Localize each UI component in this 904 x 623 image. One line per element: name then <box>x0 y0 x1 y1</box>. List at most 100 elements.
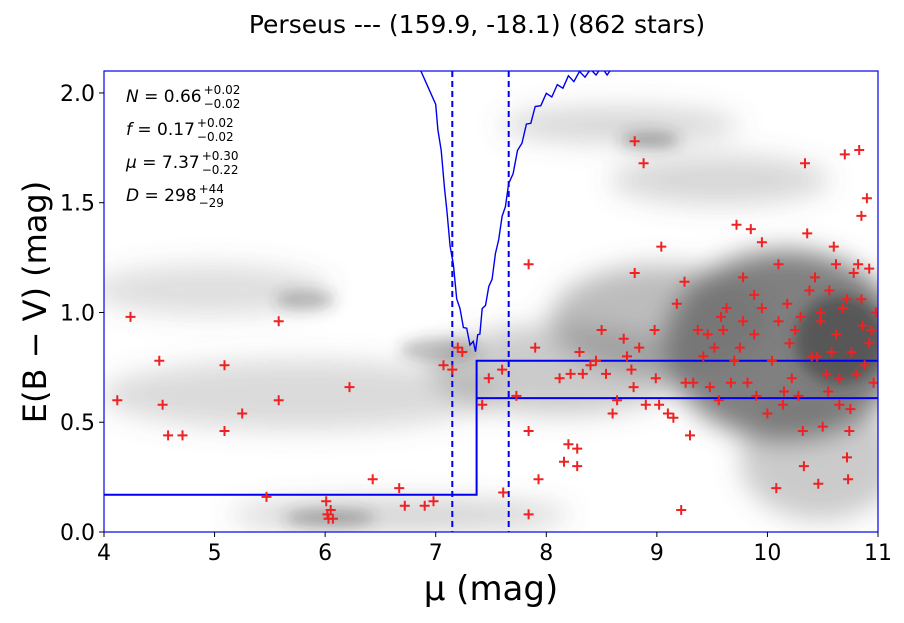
star-point <box>817 421 828 432</box>
star-point <box>654 399 665 410</box>
chart-title: Perseus --- (159.9, -18.1) (862 stars) <box>249 10 705 39</box>
star-point <box>344 382 355 393</box>
annotation-lower: −0.02 <box>204 97 241 111</box>
star-point <box>523 509 534 520</box>
star-point <box>718 325 729 335</box>
star-point <box>842 294 852 305</box>
star-point <box>861 193 872 204</box>
star-point <box>749 289 760 300</box>
star-point <box>662 408 673 419</box>
star-point <box>650 373 661 384</box>
star-point <box>698 351 709 362</box>
star-point <box>668 412 679 423</box>
star-point <box>716 311 726 322</box>
star-point <box>823 386 834 397</box>
star-point <box>563 439 574 450</box>
star-point <box>419 500 430 511</box>
star-point <box>574 347 585 357</box>
star-point <box>261 491 272 502</box>
star-point <box>498 487 509 498</box>
star-point <box>749 329 760 340</box>
plot-area <box>103 70 879 533</box>
star-point <box>729 355 740 366</box>
star-point <box>834 399 845 410</box>
star-point <box>798 461 809 472</box>
star-point <box>734 342 745 353</box>
star-point <box>742 377 753 388</box>
star-point <box>618 333 629 344</box>
star-point <box>713 395 724 406</box>
y-axis-label: E(B − V) (mag) <box>16 181 54 423</box>
star-point <box>154 355 165 366</box>
star-point <box>864 338 875 349</box>
star-point <box>844 426 855 436</box>
star-point <box>559 456 569 467</box>
star-point <box>845 404 856 415</box>
star-point <box>831 329 841 340</box>
star-point <box>367 474 378 485</box>
star-point <box>607 408 618 419</box>
star-point <box>800 158 810 169</box>
star-point <box>447 364 458 375</box>
star-point <box>813 478 824 489</box>
star-point <box>738 316 749 327</box>
annotation-value: μ = 7.37 <box>125 153 200 173</box>
star-point <box>784 338 795 349</box>
star-point <box>826 347 837 357</box>
star-point <box>725 377 736 388</box>
star-point <box>565 368 576 379</box>
fit-annotations: N = 0.66 +0.02−0.02f = 0.17 +0.02−0.02μ = … <box>125 83 240 210</box>
star-point <box>554 373 565 384</box>
star-point <box>219 360 230 371</box>
star-point <box>702 329 713 340</box>
annotation-3: μ = 7.37 +0.30−0.22 <box>125 149 239 177</box>
star-point <box>870 307 878 318</box>
star-point <box>629 136 640 147</box>
star-point <box>738 272 749 283</box>
star-point <box>477 399 488 410</box>
annotation-lower: −0.22 <box>202 163 239 177</box>
star-point <box>112 395 123 406</box>
star-point <box>671 298 682 309</box>
star-point <box>273 395 284 406</box>
star-point <box>638 158 649 169</box>
star-point <box>828 241 839 252</box>
star-point <box>751 390 762 401</box>
y-tick-label: 1.0 <box>60 301 95 326</box>
star-point <box>676 505 687 515</box>
star-point <box>795 311 806 322</box>
star-point <box>457 347 468 357</box>
star-point <box>622 351 632 362</box>
annotation-upper: +0.02 <box>204 83 241 97</box>
star-point <box>656 241 667 252</box>
star-point <box>843 474 854 485</box>
star-point <box>771 483 782 494</box>
annotation-upper: +0.30 <box>202 149 239 163</box>
star-point <box>834 373 845 384</box>
x-tick-label: 6 <box>318 541 332 566</box>
star-point <box>452 342 463 353</box>
star-point <box>866 325 877 335</box>
star-point <box>325 505 336 515</box>
star-point <box>577 368 588 379</box>
star-point <box>163 430 174 441</box>
x-tick-label: 4 <box>97 541 111 566</box>
star-point <box>533 474 544 485</box>
star-point <box>709 342 720 353</box>
star-point <box>483 373 494 384</box>
x-tick-label: 9 <box>650 541 664 566</box>
star-point <box>815 316 826 327</box>
star-point <box>679 276 690 287</box>
star-point <box>868 377 878 388</box>
annotation-value: f = 0.17 <box>126 120 195 140</box>
star-point <box>846 347 857 357</box>
x-tick-label: 11 <box>864 541 892 566</box>
star-point <box>685 430 695 441</box>
star-point <box>859 360 870 371</box>
star-point <box>721 303 732 314</box>
star-point <box>497 364 508 375</box>
star-point <box>782 298 793 309</box>
y-tick-label: 1.5 <box>60 192 95 217</box>
star-point <box>219 426 230 436</box>
